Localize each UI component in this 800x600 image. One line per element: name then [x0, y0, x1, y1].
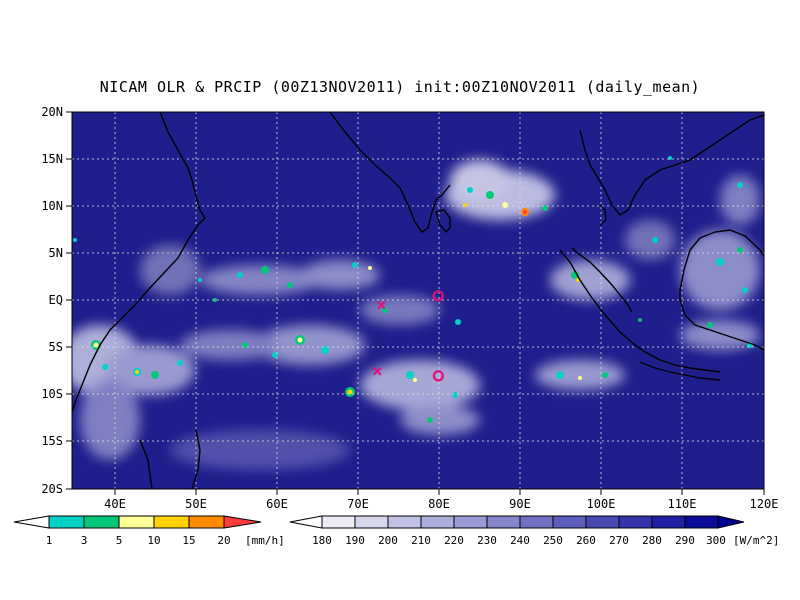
lon-labels: 40E 50E 60E 70E 80E 90E 100E 110E 120E: [104, 497, 778, 511]
precip-cbar-box: [188, 515, 225, 529]
lon-label: 50E: [185, 497, 207, 511]
coastlines: [72, 112, 764, 489]
grid-lines: [72, 112, 764, 489]
storm-cross-marker: [373, 366, 382, 376]
olr-cbar-box: [618, 515, 653, 529]
lon-label: 100E: [587, 497, 616, 511]
olr-unit: [W/m^2]: [733, 534, 779, 547]
precip-label: 15: [182, 534, 195, 547]
precip-label: 5: [116, 534, 123, 547]
lat-labels: 20N 15N 10N 5N EQ 5S 10S 15S 20S: [41, 105, 63, 496]
precip-layer: [73, 156, 753, 423]
precip-label: 20: [217, 534, 230, 547]
lat-label: 5N: [49, 246, 63, 260]
precip-cbar-box: [83, 515, 120, 529]
lat-label: 10N: [41, 199, 63, 213]
olr-cbar-box: [684, 515, 719, 529]
lon-label: 80E: [428, 497, 450, 511]
olr-colorbar-labels: 180 190 200 210 220 230 240 250 260 270 …: [312, 534, 779, 547]
chart-title: NICAM OLR & PRCIP (00Z13NOV2011) init:00…: [99, 78, 701, 96]
olr-label: 300: [706, 534, 726, 547]
lat-label: 15S: [41, 434, 63, 448]
olr-cbar-box: [453, 515, 488, 529]
lon-label: 120E: [750, 497, 779, 511]
lon-label: 90E: [509, 497, 531, 511]
olr-cbar-box: [585, 515, 620, 529]
storm-circle-marker: [432, 290, 444, 302]
precip-label: 1: [46, 534, 53, 547]
storm-markers: [373, 290, 444, 382]
storm-circle-marker: [432, 370, 444, 382]
olr-cbar-box: [651, 515, 686, 529]
olr-label: 260: [576, 534, 596, 547]
olr-cbar-under: [289, 515, 323, 529]
olr-cbar-box: [420, 515, 455, 529]
precip-cbar-box: [153, 515, 190, 529]
olr-cbar-box: [321, 515, 356, 529]
lat-tick-marks: [66, 111, 72, 490]
olr-colorbar: [289, 515, 745, 529]
precip-colorbar-labels: 1 3 5 10 15 20 [mm/h]: [46, 534, 285, 547]
lat-label: 20S: [41, 482, 63, 496]
precip-cbar-under: [13, 515, 50, 529]
precip-label: 3: [81, 534, 88, 547]
olr-label: 220: [444, 534, 464, 547]
olr-label: 240: [510, 534, 530, 547]
olr-label: 200: [378, 534, 398, 547]
precip-colorbar: [13, 515, 262, 529]
olr-label: 280: [642, 534, 662, 547]
lon-tick-marks: [114, 489, 765, 495]
storm-cross-marker: [377, 301, 386, 310]
precip-cbar-over: [223, 515, 262, 529]
olr-label: 210: [411, 534, 431, 547]
precip-cbar-box: [118, 515, 155, 529]
olr-cbar-box: [486, 515, 521, 529]
olr-label: 230: [477, 534, 497, 547]
lat-label: EQ: [49, 293, 63, 307]
olr-cbar-box: [387, 515, 422, 529]
precip-unit: [mm/h]: [245, 534, 285, 547]
lon-label: 110E: [668, 497, 697, 511]
olr-label: 180: [312, 534, 332, 547]
lat-label: 10S: [41, 387, 63, 401]
precip-label: 10: [147, 534, 160, 547]
olr-label: 190: [345, 534, 365, 547]
olr-label: 290: [675, 534, 695, 547]
precip-cbar-box: [48, 515, 85, 529]
lat-label: 5S: [49, 340, 63, 354]
lat-label: 15N: [41, 152, 63, 166]
olr-cbar-over: [717, 515, 745, 529]
olr-label: 250: [543, 534, 563, 547]
lon-label: 40E: [104, 497, 126, 511]
lat-label: 20N: [41, 105, 63, 119]
lon-label: 70E: [347, 497, 369, 511]
olr-cbar-box: [552, 515, 587, 529]
lon-label: 60E: [266, 497, 288, 511]
olr-label: 270: [609, 534, 629, 547]
olr-cbar-box: [519, 515, 554, 529]
olr-cbar-box: [354, 515, 389, 529]
